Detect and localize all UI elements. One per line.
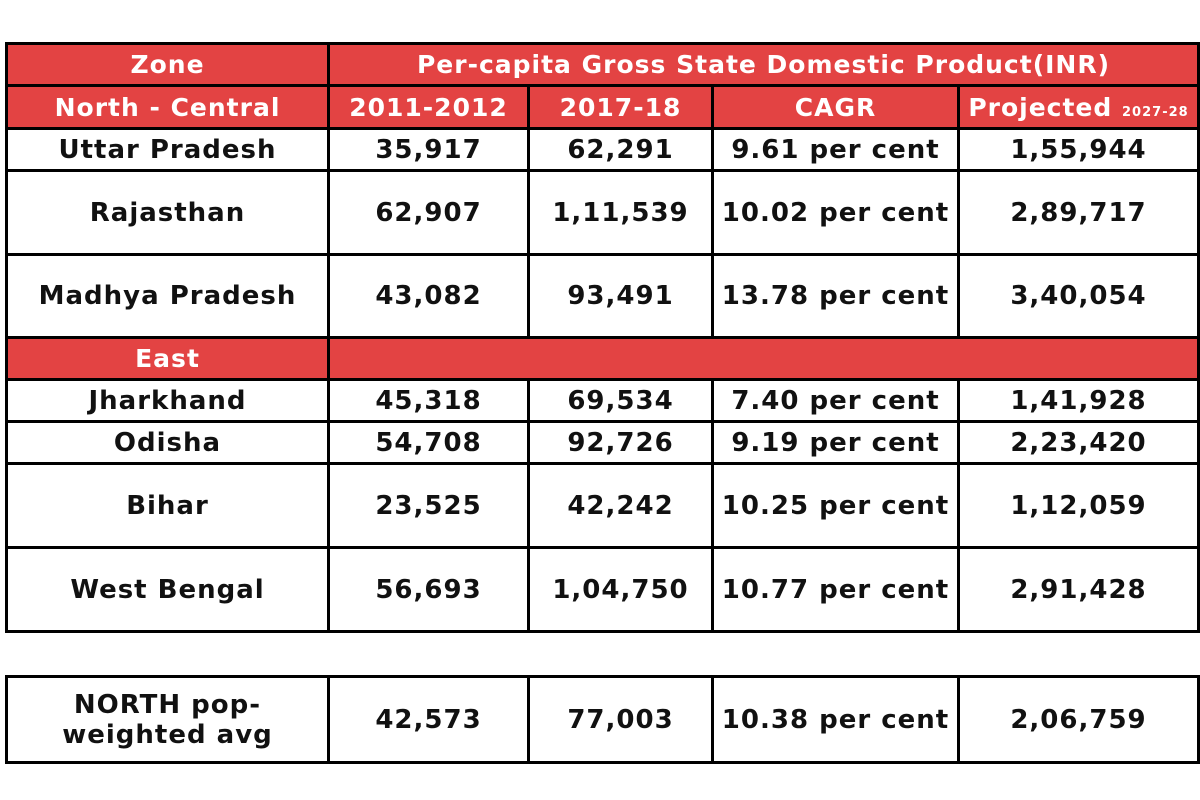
value-2011-cell: 45,318	[327, 378, 530, 423]
value-2017-cell: 42,242	[527, 462, 714, 549]
value-2017-cell: 92,726	[527, 420, 714, 465]
cagr-cell: 9.61 per cent	[711, 127, 960, 172]
group-header-east: East	[5, 336, 330, 381]
value-2011-cell: 56,693	[327, 546, 530, 633]
state-cell: Rajasthan	[5, 169, 330, 256]
state-cell: West Bengal	[5, 546, 330, 633]
projected-cell: 1,55,944	[957, 127, 1200, 172]
north-average-row: NORTH pop- weighted avg 42,573 77,003 10…	[5, 675, 1200, 764]
value-2011-cell: 42,573	[327, 675, 530, 764]
table-row: Uttar Pradesh 35,917 62,291 9.61 per cen…	[5, 127, 1200, 172]
projected-cell: 1,41,928	[957, 378, 1200, 423]
projected-cell: 3,40,054	[957, 253, 1200, 339]
cagr-cell: 10.77 per cent	[711, 546, 960, 633]
cagr-cell: 10.25 per cent	[711, 462, 960, 549]
projected-cell: 2,23,420	[957, 420, 1200, 465]
header-row-columns: North - Central 2011-2012 2017-18 CAGR P…	[5, 84, 1200, 130]
projected-year: 2027-28	[1122, 104, 1189, 120]
north-average-label: NORTH pop- weighted avg	[5, 675, 330, 764]
value-2017-cell: 1,11,539	[527, 169, 714, 256]
table-row: Bihar 23,525 42,242 10.25 per cent 1,12,…	[5, 462, 1200, 549]
value-2017-cell: 93,491	[527, 253, 714, 339]
gsdp-table: Zone Per-capita Gross State Domestic Pro…	[5, 42, 1200, 633]
table-row: Jharkhand 45,318 69,534 7.40 per cent 1,…	[5, 378, 1200, 423]
state-cell: Madhya Pradesh	[5, 253, 330, 339]
value-2011-cell: 43,082	[327, 253, 530, 339]
cagr-cell: 10.38 per cent	[711, 675, 960, 764]
state-cell: Jharkhand	[5, 378, 330, 423]
value-2011-cell: 62,907	[327, 169, 530, 256]
header-row-zone: Zone Per-capita Gross State Domestic Pro…	[5, 42, 1200, 87]
column-header-projected: Projected 2027-28	[957, 84, 1200, 130]
state-cell: Odisha	[5, 420, 330, 465]
column-header-2011: 2011-2012	[327, 84, 530, 130]
value-2017-cell: 77,003	[527, 675, 714, 764]
cagr-cell: 10.02 per cent	[711, 169, 960, 256]
value-2017-cell: 1,04,750	[527, 546, 714, 633]
projected-label: Projected	[968, 92, 1113, 122]
projected-cell: 1,12,059	[957, 462, 1200, 549]
projected-cell: 2,06,759	[957, 675, 1200, 764]
east-section-row: East	[5, 336, 1200, 381]
projected-cell: 2,89,717	[957, 169, 1200, 256]
north-average-table: NORTH pop- weighted avg 42,573 77,003 10…	[5, 675, 1200, 764]
projected-cell: 2,91,428	[957, 546, 1200, 633]
state-cell: Bihar	[5, 462, 330, 549]
cagr-cell: 9.19 per cent	[711, 420, 960, 465]
table-row: West Bengal 56,693 1,04,750 10.77 per ce…	[5, 546, 1200, 633]
value-2011-cell: 23,525	[327, 462, 530, 549]
group-header-north-central: North - Central	[5, 84, 330, 130]
table-row: Odisha 54,708 92,726 9.19 per cent 2,23,…	[5, 420, 1200, 465]
value-2017-cell: 62,291	[527, 127, 714, 172]
value-2011-cell: 54,708	[327, 420, 530, 465]
cagr-cell: 7.40 per cent	[711, 378, 960, 423]
cagr-cell: 13.78 per cent	[711, 253, 960, 339]
value-2011-cell: 35,917	[327, 127, 530, 172]
column-header-cagr: CAGR	[711, 84, 960, 130]
table-row: Madhya Pradesh 43,082 93,491 13.78 per c…	[5, 253, 1200, 339]
metric-header: Per-capita Gross State Domestic Product(…	[327, 42, 1200, 87]
value-2017-cell: 69,534	[527, 378, 714, 423]
state-cell: Uttar Pradesh	[5, 127, 330, 172]
east-header-fill	[327, 336, 1200, 381]
column-header-2017: 2017-18	[527, 84, 714, 130]
zone-header: Zone	[5, 42, 330, 87]
table-row: Rajasthan 62,907 1,11,539 10.02 per cent…	[5, 169, 1200, 256]
